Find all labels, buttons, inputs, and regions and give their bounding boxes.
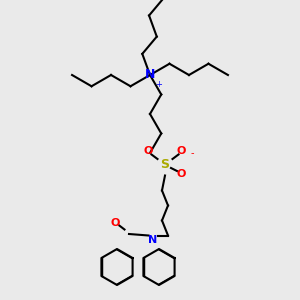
Text: O: O (177, 169, 186, 179)
Text: N: N (148, 235, 158, 245)
Text: +: + (155, 80, 162, 89)
Text: O: O (144, 146, 153, 157)
Text: N: N (145, 68, 155, 82)
Text: O: O (177, 146, 186, 157)
Text: S: S (160, 158, 169, 172)
Text: O: O (111, 218, 120, 229)
Text: -: - (190, 148, 194, 158)
